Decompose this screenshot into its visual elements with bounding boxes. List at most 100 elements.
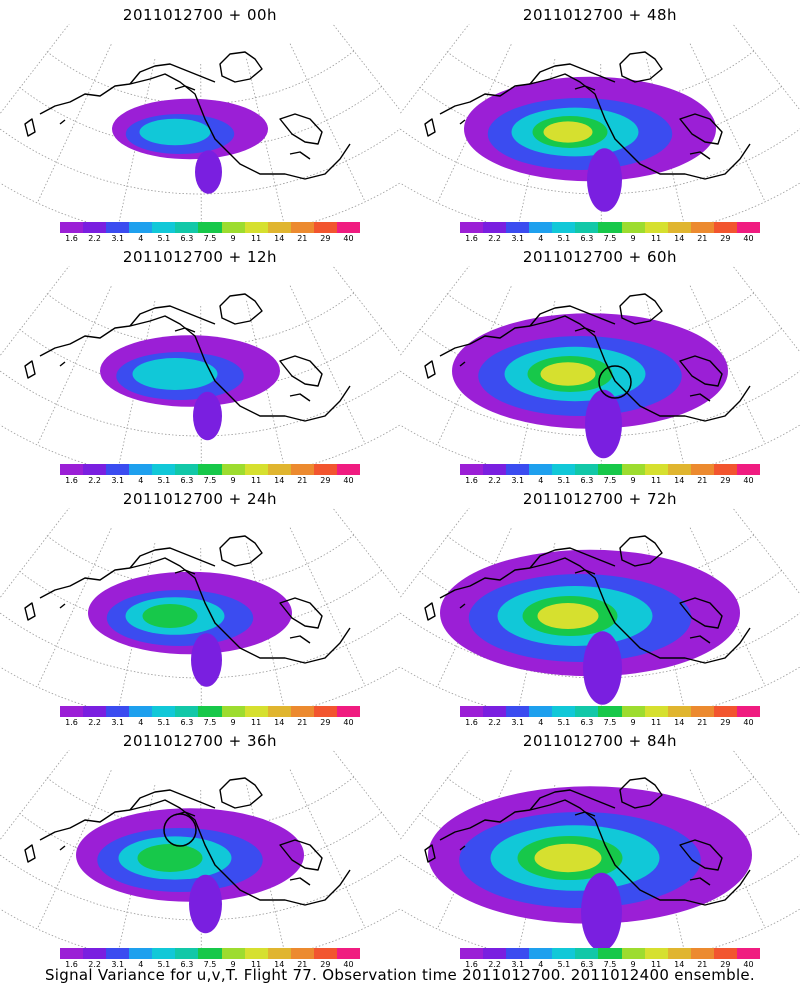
longitude-gridline (332, 266, 400, 353)
coastline (619, 535, 663, 567)
colorbar-swatch (198, 222, 222, 233)
colorbar-swatch (313, 948, 337, 959)
colorbar-tick-label: 21 (697, 960, 708, 969)
coastline (439, 799, 751, 906)
longitude-gridline (400, 508, 470, 599)
coastline (129, 305, 216, 327)
colorbar-swatch (290, 464, 314, 475)
colorbar-swatch (667, 948, 691, 959)
coastline (219, 293, 263, 325)
colorbar-swatch (460, 948, 484, 959)
colorbar-swatch (267, 706, 291, 717)
colorbar-labels: 1.6 2.2 3.1 4 5.1 6.3 7.5 9 11 14 21 29 40 (460, 476, 760, 486)
colorbar-swatch (736, 464, 761, 475)
coastline (219, 51, 263, 83)
coastline (424, 844, 436, 863)
colorbar-swatch (598, 706, 622, 717)
colorbar-swatch (736, 948, 761, 959)
variance-field (587, 148, 622, 212)
colorbar-swatch (129, 706, 153, 717)
colorbar-tick-label: 29 (720, 234, 731, 243)
colorbar-swatch (621, 222, 645, 233)
colorbar-swatch (106, 464, 130, 475)
colorbar (60, 222, 361, 233)
colorbar-tick-label: 21 (297, 960, 308, 969)
coastline (529, 789, 616, 811)
colorbar-tick-label: 5.1 (557, 960, 571, 969)
colorbar-tick-label: 5.1 (157, 960, 171, 969)
colorbar-swatch (460, 222, 484, 233)
colorbar-tick-label: 7.5 (203, 960, 217, 969)
colorbar-swatch (598, 222, 622, 233)
colorbar-swatch (690, 464, 714, 475)
colorbar-swatch (598, 464, 622, 475)
colorbar-tick-label: 21 (297, 718, 308, 727)
colorbar-swatch (598, 948, 622, 959)
coastline (174, 327, 196, 333)
colorbar-swatch (529, 706, 553, 717)
colorbar-tick-label: 9 (230, 960, 236, 969)
longitude-gridline (36, 44, 112, 204)
colorbar-swatch (175, 948, 199, 959)
colorbar-swatch (83, 706, 107, 717)
longitude-gridline (689, 285, 766, 444)
coastline (424, 360, 436, 379)
colorbar-labels: 1.6 2.2 3.1 4 5.1 6.3 7.5 9 11 14 21 29 40 (60, 234, 360, 244)
colorbar-tick-label: 3.1 (111, 234, 125, 243)
colorbar-swatch (552, 706, 576, 717)
colorbar-tick-label: 5.1 (157, 234, 171, 243)
coastline (279, 839, 323, 871)
colorbar-tick-label: 11 (651, 960, 662, 969)
longitude-gridline (36, 528, 112, 688)
colorbar-tick-label: 2.2 (488, 476, 501, 485)
colorbar-swatch (175, 706, 199, 717)
colorbar-tick-label: 14 (674, 718, 685, 727)
colorbar-labels: 1.6 2.2 3.1 4 5.1 6.3 7.5 9 11 14 21 29 40 (60, 476, 360, 486)
variance-map (400, 24, 800, 224)
colorbar-tick-label: 7.5 (203, 234, 217, 243)
variance-map (0, 508, 400, 708)
colorbar-tick-label: 1.6 (465, 234, 478, 243)
colorbar-swatch (198, 948, 222, 959)
latitude-gridline (0, 908, 400, 950)
colorbar-swatch (198, 464, 222, 475)
colorbar-tick-label: 6.3 (180, 718, 194, 727)
panel-title: 2011012700 + 36h (122, 732, 278, 750)
coastline (459, 119, 466, 125)
colorbar-swatch (460, 706, 484, 717)
colorbar-swatch (575, 706, 599, 717)
coastline (59, 119, 66, 125)
longitude-gridline (0, 750, 70, 841)
colorbar-tick-label: 29 (320, 234, 331, 243)
colorbar-tick-label: 11 (251, 718, 262, 727)
colorbar-swatch (313, 222, 337, 233)
colorbar-tick-label: 21 (697, 234, 708, 243)
colorbar-swatch (60, 948, 84, 959)
longitude-gridline (289, 527, 366, 686)
forecast-panel: 2011012700 + 72h 1.6 2.2 3.1 4 5.1 6.3 7.5 9 11 14… (400, 484, 800, 727)
colorbar-tick-label: 3.1 (511, 234, 525, 243)
colorbar-swatch (690, 222, 714, 233)
panel-title: 2011012700 + 72h (522, 490, 678, 508)
colorbar-swatch (483, 948, 507, 959)
variance-field (189, 874, 222, 934)
forecast-panel: 2011012700 + 12h 1.6 2.2 3.1 4 5.1 6.3 7.5 9 11 14… (0, 242, 400, 486)
colorbar-swatch (483, 706, 507, 717)
coastline (574, 569, 596, 575)
colorbar-swatch (575, 222, 599, 233)
colorbar-swatch (175, 222, 199, 233)
colorbar-tick-label: 29 (320, 718, 331, 727)
colorbar-swatch (506, 464, 530, 475)
colorbar-swatch (60, 464, 84, 475)
colorbar-tick-label: 11 (251, 960, 262, 969)
observation-circle (163, 813, 197, 847)
colorbar-swatch (152, 948, 176, 959)
colorbar-swatch (267, 464, 291, 475)
coastline (279, 597, 323, 629)
coastline (619, 293, 663, 325)
coastline (689, 635, 711, 644)
colorbar-tick-label: 1.6 (465, 476, 478, 485)
colorbar-swatch (713, 706, 737, 717)
colorbar-tick-label: 3.1 (111, 476, 125, 485)
colorbar-swatch (506, 706, 530, 717)
